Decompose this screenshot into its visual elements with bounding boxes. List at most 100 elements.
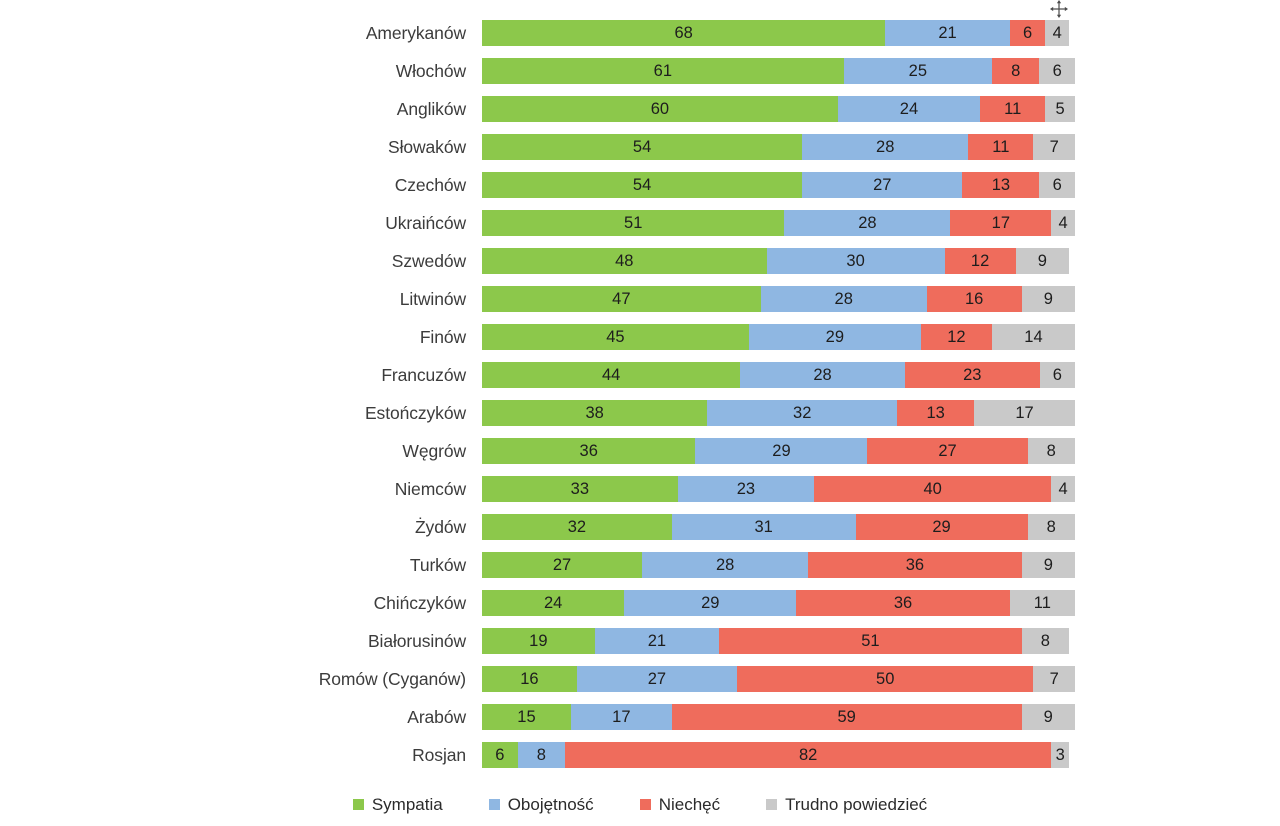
bar-segment[interactable]: 27 <box>482 552 643 578</box>
bar-segment[interactable]: 7 <box>1033 666 1075 692</box>
bar-segment[interactable]: 6 <box>1009 20 1046 46</box>
bar-segment[interactable]: 19 <box>482 628 595 654</box>
bar-segment[interactable]: 33 <box>482 476 678 502</box>
bar-segment[interactable]: 54 <box>482 134 803 160</box>
bar-segment[interactable]: 29 <box>748 324 921 350</box>
bar-segment[interactable]: 24 <box>482 590 625 616</box>
bar-segment[interactable]: 17 <box>570 704 672 730</box>
bar-segment[interactable]: 32 <box>707 400 898 426</box>
stacked-bar[interactable]: 19 21 51 8 <box>482 628 1075 654</box>
bar-segment[interactable]: 6 <box>1039 362 1075 388</box>
bar-segment[interactable]: 11 <box>1009 590 1075 616</box>
stacked-bar[interactable]: 36 29 27 8 <box>482 438 1075 464</box>
bar-segment[interactable]: 21 <box>594 628 720 654</box>
bar-segment[interactable]: 31 <box>671 514 856 540</box>
stacked-bar[interactable]: 33 23 40 4 <box>482 476 1075 502</box>
bar-segment[interactable]: 82 <box>565 742 1052 768</box>
bar-segment[interactable]: 8 <box>1027 438 1075 464</box>
bar-segment[interactable]: 50 <box>736 666 1034 692</box>
bar-segment[interactable]: 23 <box>677 476 815 502</box>
bar-segment[interactable]: 6 <box>1039 58 1075 84</box>
stacked-bar[interactable]: 15 17 59 9 <box>482 704 1075 730</box>
bar-segment[interactable]: 12 <box>944 248 1016 274</box>
bar-segment[interactable]: 8 <box>991 58 1040 84</box>
bar-segment[interactable]: 5 <box>1045 96 1075 122</box>
stacked-bar[interactable]: 6 8 82 3 <box>482 742 1075 768</box>
bar-segment[interactable]: 23 <box>904 362 1040 388</box>
bar-segment[interactable]: 32 <box>482 514 672 540</box>
bar-segment[interactable]: 36 <box>808 552 1022 578</box>
stacked-bar[interactable]: 32 31 29 8 <box>482 514 1075 540</box>
bar-segment[interactable]: 36 <box>796 590 1010 616</box>
bar-segment[interactable]: 40 <box>814 476 1052 502</box>
stacked-bar[interactable]: 44 28 23 6 <box>482 362 1075 388</box>
bar-segment[interactable]: 8 <box>1021 628 1070 654</box>
bar-segment[interactable]: 47 <box>482 286 761 312</box>
bar-segment[interactable]: 17 <box>974 400 1075 426</box>
bar-segment[interactable]: 16 <box>482 666 577 692</box>
bar-segment[interactable]: 29 <box>695 438 868 464</box>
bar-segment[interactable]: 13 <box>962 172 1040 198</box>
bar-segment[interactable]: 8 <box>1027 514 1075 540</box>
bar-segment[interactable]: 51 <box>482 210 785 236</box>
bar-segment[interactable]: 48 <box>482 248 767 274</box>
bar-segment[interactable]: 15 <box>482 704 571 730</box>
bar-segment[interactable]: 28 <box>740 362 905 388</box>
bar-segment[interactable]: 59 <box>671 704 1022 730</box>
bar-segment[interactable]: 9 <box>1015 248 1070 274</box>
bar-segment[interactable]: 9 <box>1021 704 1075 730</box>
bar-segment[interactable]: 6 <box>482 742 518 768</box>
bar-segment[interactable]: 28 <box>784 210 951 236</box>
bar-segment[interactable]: 44 <box>482 362 741 388</box>
bar-segment[interactable]: 36 <box>482 438 696 464</box>
bar-segment[interactable]: 16 <box>926 286 1022 312</box>
bar-segment[interactable]: 68 <box>482 20 886 46</box>
bar-segment[interactable]: 3 <box>1051 742 1070 768</box>
bar-segment[interactable]: 54 <box>482 172 803 198</box>
bar-segment[interactable]: 28 <box>802 134 969 160</box>
bar-segment[interactable]: 11 <box>980 96 1046 122</box>
bar-segment[interactable]: 29 <box>624 590 797 616</box>
bar-segment[interactable]: 29 <box>855 514 1028 540</box>
bar-segment[interactable]: 8 <box>517 742 566 768</box>
bar-segment[interactable]: 9 <box>1021 286 1075 312</box>
stacked-bar[interactable]: 60 24 11 5 <box>482 96 1075 122</box>
stacked-bar[interactable]: 45 29 12 14 <box>482 324 1075 350</box>
bar-segment[interactable]: 9 <box>1021 552 1075 578</box>
bar-segment[interactable]: 12 <box>920 324 992 350</box>
bar-segment[interactable]: 17 <box>950 210 1052 236</box>
bar-segment[interactable]: 61 <box>482 58 844 84</box>
bar-segment[interactable]: 38 <box>482 400 708 426</box>
bar-segment[interactable]: 60 <box>482 96 838 122</box>
bar-segment[interactable]: 13 <box>897 400 975 426</box>
bar-segment[interactable]: 14 <box>991 324 1075 350</box>
stacked-bar[interactable]: 54 27 13 6 <box>482 172 1075 198</box>
bar-segment[interactable]: 28 <box>642 552 809 578</box>
bar-segment[interactable]: 30 <box>766 248 945 274</box>
bar-segment[interactable]: 4 <box>1051 210 1075 236</box>
bar-segment[interactable]: 27 <box>867 438 1028 464</box>
stacked-bar[interactable]: 68 21 6 4 <box>482 20 1075 46</box>
stacked-bar[interactable]: 48 30 12 9 <box>482 248 1075 274</box>
bar-segment[interactable]: 51 <box>719 628 1022 654</box>
bar-segment[interactable]: 4 <box>1051 476 1075 502</box>
legend-item[interactable]: Sympatia <box>352 796 443 813</box>
legend-item[interactable]: Trudno powiedzieć <box>766 796 927 813</box>
stacked-bar[interactable]: 27 28 36 9 <box>482 552 1075 578</box>
stacked-bar[interactable]: 51 28 17 4 <box>482 210 1075 236</box>
legend-item[interactable]: Obojętność <box>488 796 594 813</box>
bar-segment[interactable]: 7 <box>1033 134 1075 160</box>
bar-segment[interactable]: 27 <box>576 666 737 692</box>
bar-segment[interactable]: 27 <box>802 172 963 198</box>
stacked-bar[interactable]: 24 29 36 11 <box>482 590 1075 616</box>
bar-segment[interactable]: 28 <box>760 286 927 312</box>
stacked-bar[interactable]: 61 25 8 6 <box>482 58 1075 84</box>
bar-segment[interactable]: 21 <box>885 20 1010 46</box>
stacked-bar[interactable]: 38 32 13 17 <box>482 400 1075 426</box>
bar-segment[interactable]: 6 <box>1039 172 1075 198</box>
bar-segment[interactable]: 24 <box>837 96 981 122</box>
bar-segment[interactable]: 4 <box>1045 20 1070 46</box>
stacked-bar[interactable]: 47 28 16 9 <box>482 286 1075 312</box>
bar-segment[interactable]: 45 <box>482 324 749 350</box>
bar-segment[interactable]: 11 <box>968 134 1034 160</box>
